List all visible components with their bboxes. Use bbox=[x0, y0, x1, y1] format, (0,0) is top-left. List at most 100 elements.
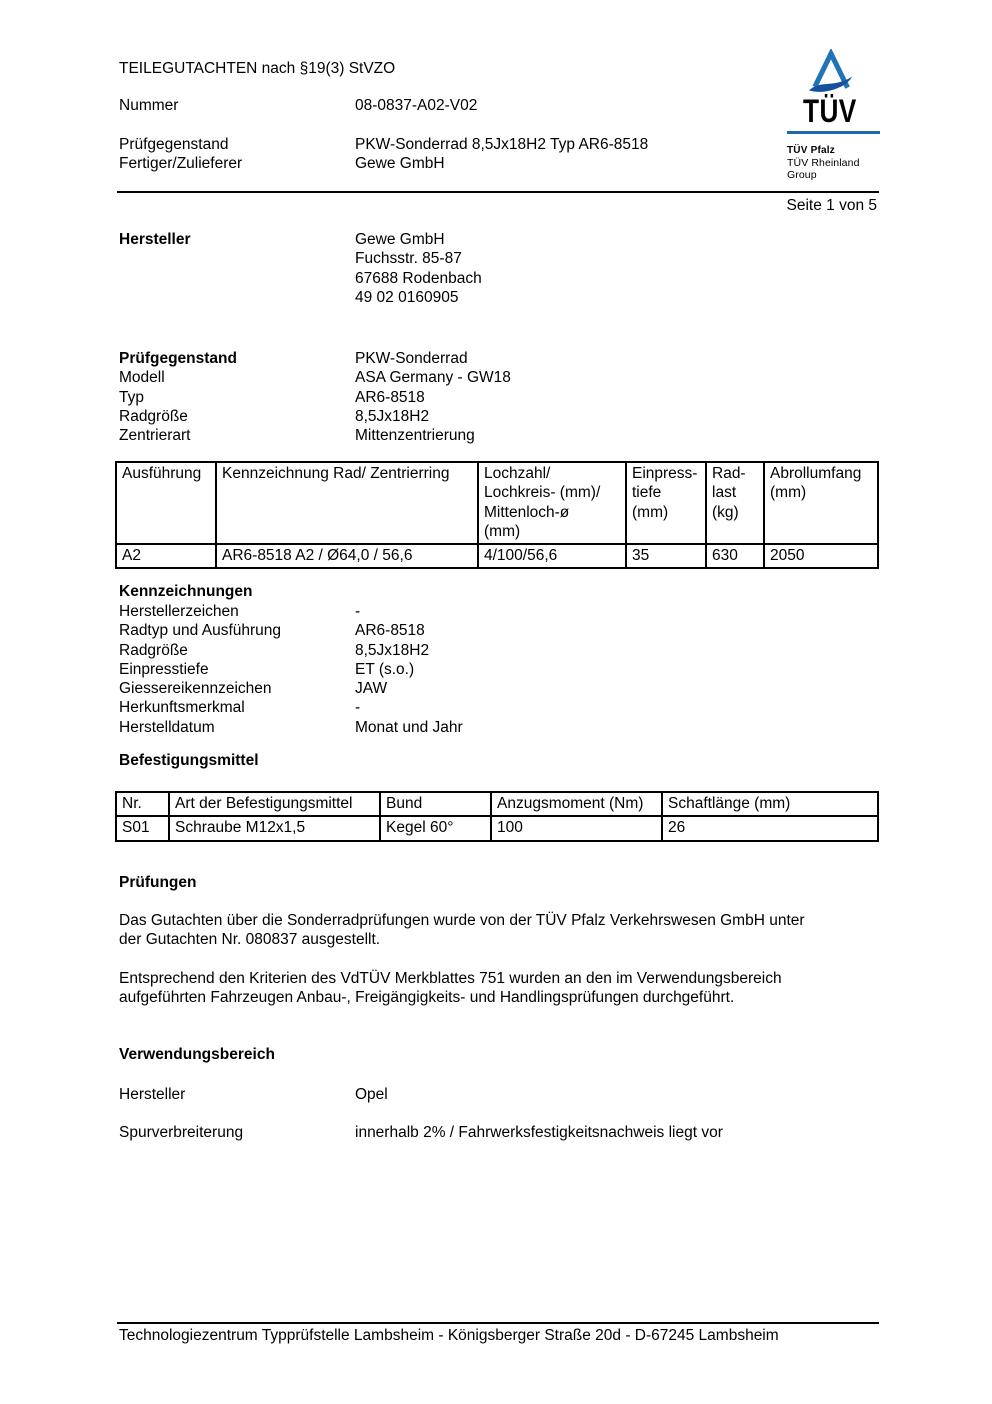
kv-row: Herstellerzeichen - bbox=[119, 602, 877, 621]
kv-row: Zentrierart Mittenzentrierung bbox=[119, 426, 877, 445]
field-fertiger-zulieferer: Fertiger/Zulieferer Gewe GmbH bbox=[119, 154, 877, 173]
address-line: 67688 Rodenbach bbox=[355, 269, 482, 287]
kv-value: innerhalb 2% / Fahrwerksfestigkeitsnachw… bbox=[355, 1124, 723, 1141]
befestigungsmittel-tabelle: Nr. Art der Befestigungsmittel Bund Anzu… bbox=[115, 790, 879, 842]
col-ausfuehrung: Ausführung bbox=[115, 460, 217, 546]
hersteller-label: Hersteller bbox=[119, 231, 191, 248]
table-row: S01 Schraube M12x1,5 Kegel 60° 100 26 bbox=[115, 815, 879, 842]
cell-nr: S01 bbox=[115, 815, 170, 842]
cell-kennzeichnung: AR6-8518 A2 / Ø64,0 / 56,6 bbox=[215, 543, 479, 570]
cell-einpresstiefe: 35 bbox=[625, 543, 707, 570]
col-nr: Nr. bbox=[115, 790, 170, 818]
footer-divider bbox=[117, 1322, 879, 1324]
field-value: PKW-Sonderrad 8,5Jx18H2 Typ AR6-8518 bbox=[355, 136, 649, 153]
kv-label: Typ bbox=[119, 388, 144, 406]
pruefungen-paragraph-1: Das Gutachten über die Sonderradprüfunge… bbox=[119, 912, 805, 949]
col-anzugsmoment: Anzugsmoment (Nm) bbox=[490, 790, 663, 818]
cell-ausfuehrung: A2 bbox=[115, 543, 217, 570]
tuv-pfalz-label: TÜV Pfalz bbox=[787, 145, 835, 156]
kv-value: ET (s.o.) bbox=[355, 660, 415, 678]
field-value: Gewe GmbH bbox=[355, 155, 445, 173]
col-radlast: Rad- last (kg) bbox=[705, 460, 765, 546]
cell-art: Schraube M12x1,5 bbox=[168, 815, 381, 842]
kv-label: Einpresstiefe bbox=[119, 660, 209, 678]
kv-label: Spurverbreiterung bbox=[119, 1124, 244, 1141]
kv-label: Hersteller bbox=[119, 1086, 186, 1103]
table-row: A2 AR6-8518 A2 / Ø64,0 / 56,6 4/100/56,6… bbox=[115, 543, 879, 570]
kv-label: Prüfgegenstand bbox=[119, 350, 237, 367]
kv-value: Opel bbox=[355, 1086, 388, 1103]
kv-value: ASA Germany - GW18 bbox=[355, 369, 511, 387]
header-divider bbox=[117, 191, 879, 193]
tuv-rheinland-group-label: TÜV Rheinland Group bbox=[787, 157, 860, 181]
col-abrollumfang: Abrollumfang (mm) bbox=[763, 460, 879, 546]
field-label: Prüfgegenstand bbox=[119, 136, 229, 153]
kv-row: Radgröße 8,5Jx18H2 bbox=[119, 641, 877, 660]
col-kennzeichnung: Kennzeichnung Rad/ Zentrierring bbox=[215, 460, 479, 546]
field-label: Nummer bbox=[119, 97, 179, 114]
table-header-row: Ausführung Kennzeichnung Rad/ Zentrierri… bbox=[115, 460, 879, 546]
footer-address: Technologiezentrum Typprüfstelle Lambshe… bbox=[119, 1327, 779, 1344]
rad-table: Ausführung Kennzeichnung Rad/ Zentrierri… bbox=[115, 460, 879, 570]
kv-value: Mittenzentrierung bbox=[355, 427, 475, 445]
col-lochzahl: Lochzahl/ Lochkreis- (mm)/ Mittenloch-ø … bbox=[477, 460, 627, 546]
befestigungsmittel-heading: Befestigungsmittel bbox=[119, 752, 259, 769]
kv-row: Giessereikennzeichen JAW bbox=[119, 679, 877, 698]
kv-value: Monat und Jahr bbox=[355, 718, 463, 736]
kv-row: Herkunftsmerkmal - bbox=[119, 698, 877, 717]
kv-label: Herstellerzeichen bbox=[119, 603, 239, 620]
address-line: 49 02 0160905 bbox=[355, 288, 459, 306]
field-nummer: Nummer 08-0837-A02-V02 bbox=[119, 96, 877, 115]
section-pruefgegenstand: Prüfgegenstand PKW-Sonderrad Modell ASA … bbox=[119, 349, 877, 445]
kv-row: Radgröße 8,5Jx18H2 bbox=[119, 407, 877, 426]
verwendungsbereich-heading: Verwendungsbereich bbox=[119, 1046, 275, 1063]
kv-label: Radgröße bbox=[119, 407, 188, 425]
section-kennzeichnungen: Herstellerzeichen - Radtyp und Ausführun… bbox=[119, 602, 877, 737]
kv-value: - bbox=[355, 603, 361, 620]
kv-row: Spurverbreiterung innerhalb 2% / Fahrwer… bbox=[119, 1123, 877, 1142]
address-line: Fuchsstr. 85-87 bbox=[355, 250, 462, 268]
hersteller-address: Gewe GmbH Fuchsstr. 85-87 67688 Rodenbac… bbox=[355, 230, 877, 307]
tuv-triangle-icon bbox=[808, 49, 853, 92]
field-pruefgegenstand-block: Prüfgegenstand PKW-Sonderrad 8,5Jx18H2 T… bbox=[119, 135, 877, 174]
cell-schaftlaenge: 26 bbox=[661, 815, 879, 842]
field-label: Fertiger/Zulieferer bbox=[119, 155, 243, 173]
kv-label: Herkunftsmerkmal bbox=[119, 699, 245, 717]
page-indicator: Seite 1 von 5 bbox=[786, 197, 877, 214]
kv-value: JAW bbox=[355, 680, 388, 698]
kv-value: PKW-Sonderrad bbox=[355, 350, 468, 367]
cell-bund: Kegel 60° bbox=[379, 815, 492, 842]
tuv-wordmark: TÜV bbox=[803, 93, 857, 129]
pruefungen-heading: Prüfungen bbox=[119, 874, 197, 891]
kv-label: Herstelldatum bbox=[119, 718, 215, 736]
kv-row: Radtyp und Ausführung AR6-8518 bbox=[119, 621, 877, 640]
kv-value: AR6-8518 bbox=[355, 388, 425, 406]
col-art: Art der Befestigungsmittel bbox=[168, 790, 381, 818]
cell-lochzahl: 4/100/56,6 bbox=[477, 543, 627, 570]
kv-label: Radgröße bbox=[119, 641, 188, 659]
kv-row: Prüfgegenstand PKW-Sonderrad bbox=[119, 349, 877, 368]
col-einpresstiefe: Einpress- tiefe (mm) bbox=[625, 460, 707, 546]
kv-row: Typ AR6-8518 bbox=[119, 388, 877, 407]
section-hersteller: Hersteller Gewe GmbH Fuchsstr. 85-87 676… bbox=[119, 230, 877, 307]
col-bund: Bund bbox=[379, 790, 492, 818]
table-header-row: Nr. Art der Befestigungsmittel Bund Anzu… bbox=[115, 790, 879, 818]
cell-anzugsmoment: 100 bbox=[490, 815, 663, 842]
field-pruefgegenstand: Prüfgegenstand PKW-Sonderrad 8,5Jx18H2 T… bbox=[119, 135, 877, 154]
kv-row: Hersteller Opel bbox=[119, 1085, 877, 1104]
befestigungsmittel-table: Nr. Art der Befestigungsmittel Bund Anzu… bbox=[115, 790, 879, 842]
field-value: 08-0837-A02-V02 bbox=[355, 97, 478, 114]
cell-abrollumfang: 2050 bbox=[763, 543, 879, 570]
kennzeichnungen-heading: Kennzeichnungen bbox=[119, 583, 253, 600]
page-title: TEILEGUTACHTEN nach §19(3) StVZO bbox=[119, 60, 396, 77]
cell-radlast: 630 bbox=[705, 543, 765, 570]
tuv-blue-rule bbox=[787, 131, 880, 134]
col-schaftlaenge: Schaftlänge (mm) bbox=[661, 790, 879, 818]
kv-value: 8,5Jx18H2 bbox=[355, 641, 430, 659]
kv-row: Einpresstiefe ET (s.o.) bbox=[119, 660, 877, 679]
tuv-logo: TÜV TÜV Pfalz TÜV Rheinland Group bbox=[779, 49, 883, 181]
kv-row: Modell ASA Germany - GW18 bbox=[119, 368, 877, 387]
pruefungen-paragraph-2: Entsprechend den Kriterien des VdTÜV Mer… bbox=[119, 970, 782, 1007]
kv-label: Giessereikennzeichen bbox=[119, 680, 272, 698]
